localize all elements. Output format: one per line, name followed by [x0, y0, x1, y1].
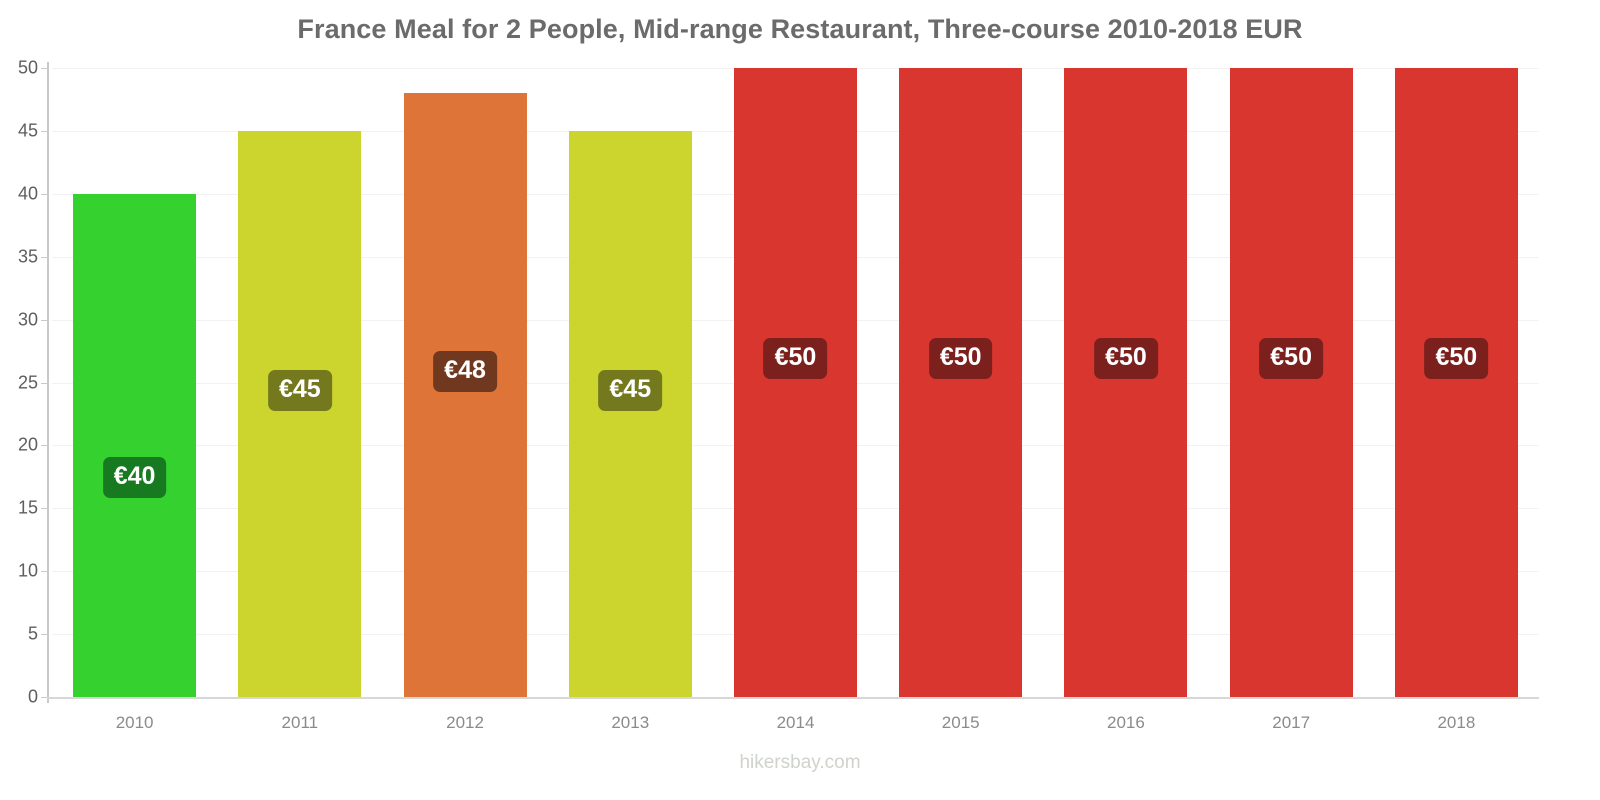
- y-tick-mark: [41, 634, 47, 636]
- y-tick-mark: [41, 445, 47, 447]
- y-tick-label: 40: [17, 183, 38, 204]
- y-axis-line: [47, 62, 49, 703]
- y-tick-label: 50: [17, 57, 38, 78]
- bar-value-label: €50: [1424, 338, 1489, 380]
- chart-title: France Meal for 2 People, Mid-range Rest…: [297, 14, 1303, 44]
- bar[interactable]: €50: [1394, 68, 1518, 697]
- y-tick-label: 25: [17, 372, 38, 392]
- bar[interactable]: €48: [403, 93, 527, 697]
- bar[interactable]: €50: [1064, 68, 1188, 697]
- y-tick-mark: [41, 697, 47, 698]
- y-tick-mark: [41, 508, 47, 510]
- x-axis-line: [47, 697, 1539, 699]
- x-tick-label: 2016: [1107, 713, 1145, 732]
- x-tick-label: 2010: [115, 713, 154, 732]
- x-tick-label: 2018: [1437, 713, 1476, 732]
- bar-value-label: €48: [433, 351, 497, 393]
- y-tick-label: 5: [27, 623, 38, 644]
- y-tick-label: 30: [17, 309, 38, 330]
- y-tick-mark: [41, 382, 47, 384]
- y-tick-mark: [41, 68, 47, 69]
- y-tick-label: 15: [17, 497, 38, 518]
- bar-value-label: €50: [1259, 338, 1323, 380]
- x-tick-label: 2014: [776, 713, 815, 732]
- x-tick-label: 2012: [446, 713, 484, 732]
- y-tick-mark: [41, 319, 47, 321]
- plot-area: €40 €45 €48 €45 €50 €50 €50 €50 €50: [52, 68, 1539, 697]
- y-tick-mark: [41, 571, 47, 573]
- y-tick-label: 10: [17, 560, 38, 581]
- y-tick-label: 45: [17, 120, 38, 141]
- y-tick-label: 20: [17, 434, 38, 455]
- bar-value-label: €50: [928, 338, 993, 380]
- footer-credit: hikersbay.com: [739, 752, 861, 773]
- bar[interactable]: €45: [568, 130, 692, 697]
- bar-value-label: €40: [102, 457, 167, 499]
- bar[interactable]: €50: [1229, 68, 1353, 697]
- bar[interactable]: €40: [73, 193, 197, 697]
- bar-value-label: €50: [1094, 338, 1158, 380]
- y-tick-label: 35: [17, 246, 38, 267]
- bar[interactable]: €50: [733, 68, 858, 697]
- x-tick-label: 2017: [1272, 713, 1311, 732]
- y-tick-label: 0: [27, 686, 38, 707]
- bar-value-label: €45: [267, 370, 332, 412]
- x-tick-label: 2013: [611, 713, 650, 732]
- bar-value-label: €45: [598, 370, 663, 412]
- x-tick-label: 2011: [281, 713, 319, 732]
- bar-value-label: €50: [763, 338, 828, 380]
- bar[interactable]: €45: [238, 130, 362, 697]
- bar[interactable]: €50: [899, 68, 1023, 697]
- y-tick-mark: [41, 256, 47, 258]
- x-tick-label: 2015: [941, 713, 980, 732]
- y-tick-mark: [41, 130, 47, 132]
- y-tick-mark: [41, 193, 47, 195]
